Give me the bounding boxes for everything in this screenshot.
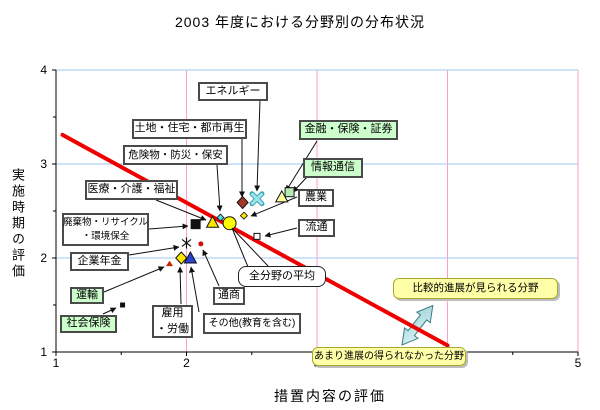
connector-arrow-kikenbutsu xyxy=(216,164,223,212)
connector-arrow-energy xyxy=(254,99,261,192)
connector-arrow-shakai-hoken xyxy=(102,307,117,315)
label-box-tochi-jutaku: 土地・住宅・都市再生 xyxy=(132,119,247,139)
y-tick-label-4: 4 xyxy=(40,63,47,77)
label-box-haikibutsu: 廃棄物・リサイクル ・環境保全 xyxy=(62,213,149,246)
chart-title: 2003 年度における分野別の分布状況 xyxy=(174,14,426,30)
marker-tochi-jutaku xyxy=(236,195,249,210)
marker-tsusho xyxy=(198,241,204,247)
connector-arrow-kigyo-nenkin xyxy=(128,244,180,256)
marker-koyo-rodo xyxy=(175,251,188,265)
trend-line xyxy=(60,132,450,348)
y-tick-label-2: 2 xyxy=(40,251,47,265)
marker-joho-tsushin xyxy=(284,187,295,198)
label-line: 廃棄物・リサイクル xyxy=(62,216,149,228)
marker-kikenbutsu xyxy=(216,213,225,222)
label-box-kigyo-nenkin: 企業年金 xyxy=(70,252,129,271)
marker-energy xyxy=(249,191,265,207)
label-box-unyu: 運輸 xyxy=(70,287,104,304)
label-box-ryutsu: 流通 xyxy=(298,219,335,237)
connector-arrow-tsusho xyxy=(202,249,220,287)
connector-arrow-sonota xyxy=(189,266,200,313)
x-tick-label-5: 5 xyxy=(574,356,582,370)
label-box-shakai-hoken: 社会保険 xyxy=(60,315,117,333)
connector-arrow-haikibutsu xyxy=(148,223,189,230)
label-box-iryo: 医療・介護・福祉 xyxy=(85,180,178,200)
label-box-energy: エネルギー xyxy=(198,82,268,101)
label-box-kinyu: 金融・保険・証券 xyxy=(299,120,398,140)
marker-shakai-hoken xyxy=(120,302,126,308)
label-box-kikenbutsu: 危険物・防災・保安 xyxy=(123,145,228,165)
marker-ryutsu xyxy=(253,232,261,240)
annotation-positive-progress: 比較的進展が見られる分野 xyxy=(393,278,558,299)
label-box-nogyo: 農業 xyxy=(298,189,334,207)
connector-arrow-ryutsu xyxy=(264,227,298,238)
marker-kigyo-nenkin xyxy=(181,237,192,249)
annotation-negative-progress: あまり進展の得られなかった分野 xyxy=(312,347,466,366)
label-box-koyo-rodo: 雇用 ・労働 xyxy=(152,305,193,338)
connector-arrow-unyu xyxy=(103,266,165,293)
double-arrow-icon xyxy=(401,304,434,346)
y-tick-label-1: 1 xyxy=(40,345,47,359)
label-line: ・環境保全 xyxy=(81,230,130,242)
connector-arrow-kinyu xyxy=(285,140,318,192)
label-line: 雇用 xyxy=(161,306,184,319)
marker-iryo xyxy=(205,215,220,228)
x-axis-label: 措置内容の評価 xyxy=(274,388,386,404)
label-line: ・労働 xyxy=(156,322,189,335)
connector-arrow-koyo-rodo xyxy=(177,266,184,305)
y-tick-label-3: 3 xyxy=(40,157,47,171)
y-axis-label: 実施時期の評価 xyxy=(10,168,25,280)
x-tick-label-2: 2 xyxy=(183,356,190,370)
marker-haikibutsu xyxy=(190,219,201,230)
x-tick-label-1: 1 xyxy=(52,356,60,370)
marker-unyu xyxy=(166,260,174,267)
marker-nogyo xyxy=(239,211,248,220)
label-box-joho-tsushin: 情報通信 xyxy=(303,158,363,178)
label-box-zenbunya-heikin: 全分野の平均 xyxy=(238,266,326,287)
marker-sonota xyxy=(183,250,198,264)
label-box-tsusho: 通商 xyxy=(213,287,245,305)
marker-zenbunya-heikin xyxy=(222,216,237,231)
label-box-sonota: その他(教育を含む) xyxy=(203,313,301,334)
connector-arrow-nogyo xyxy=(250,196,298,217)
connector-arrow-joho-tsushin xyxy=(292,176,308,193)
average-callout-pointer xyxy=(231,227,271,268)
connector-arrow-iryo xyxy=(155,199,207,221)
